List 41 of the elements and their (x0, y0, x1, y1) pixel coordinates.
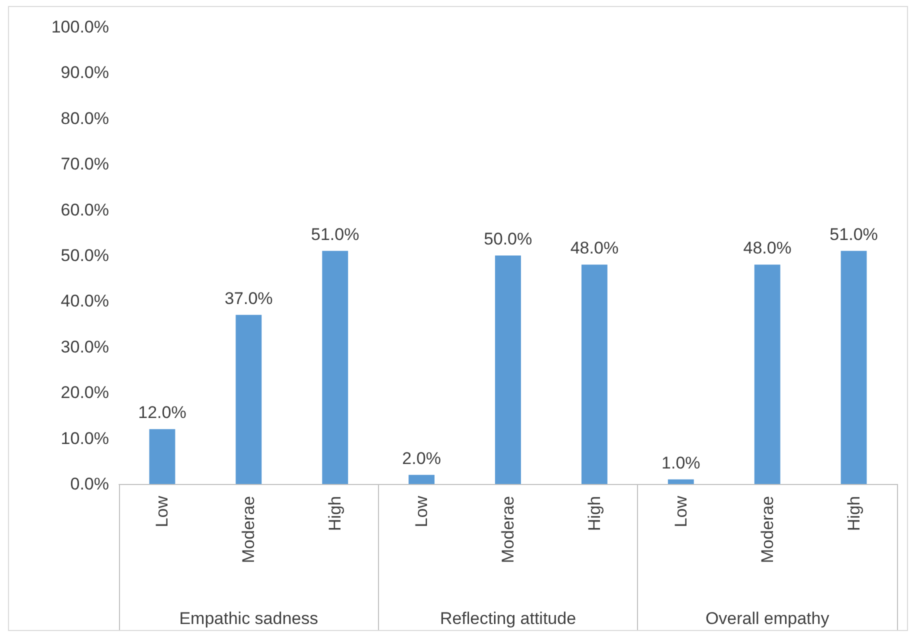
x-tick-label: High (326, 496, 345, 531)
data-label: 50.0% (484, 230, 532, 248)
y-tick-label: 10.0% (60, 428, 109, 448)
data-label: 48.0% (743, 238, 792, 258)
data-label: 12.0% (138, 403, 186, 422)
data-label: 51.0% (311, 224, 360, 244)
bar (495, 256, 521, 484)
text: Overall empathy (705, 609, 830, 628)
y-tick-label: 20.0% (60, 383, 109, 402)
bar (322, 250, 348, 484)
y-tick-label: 80.0% (60, 108, 109, 128)
y-tick-label: 60.0% (60, 200, 109, 220)
x-tick-label: High (584, 496, 604, 531)
x-tick-label: Low (412, 495, 432, 528)
data-label: 2.0% (402, 448, 441, 468)
x-tick-label: Low (671, 495, 690, 528)
data-label: 1.0% (662, 453, 700, 472)
bar (408, 474, 435, 484)
bar (236, 314, 262, 484)
data-label: 48.0% (570, 238, 619, 258)
text: Reflecting attitude (440, 609, 576, 628)
y-tick-label: 70.0% (60, 154, 109, 174)
y-tick-label: 40.0% (60, 292, 109, 311)
y-tick-label: 0.0% (70, 474, 109, 494)
y-tick-label: 100.0% (51, 18, 109, 36)
x-tick-label: Moderae (239, 496, 258, 564)
bar (754, 264, 780, 484)
data-label: 37.0% (224, 288, 273, 308)
x-tick-label: Moderae (498, 496, 518, 564)
x-tick-label: High (844, 496, 864, 531)
y-tick-label: 50.0% (60, 246, 109, 265)
bar (840, 250, 867, 484)
bar (668, 479, 694, 484)
y-tick-label: 30.0% (60, 337, 109, 356)
x-tick-label: Low (152, 495, 172, 528)
bar (581, 264, 608, 484)
y-tick-label: 90.0% (60, 63, 109, 82)
bar (149, 429, 176, 484)
text: Empathic sadness (179, 609, 318, 628)
data-label: 51.0% (830, 224, 878, 244)
x-tick-label: Moderae (758, 496, 777, 564)
